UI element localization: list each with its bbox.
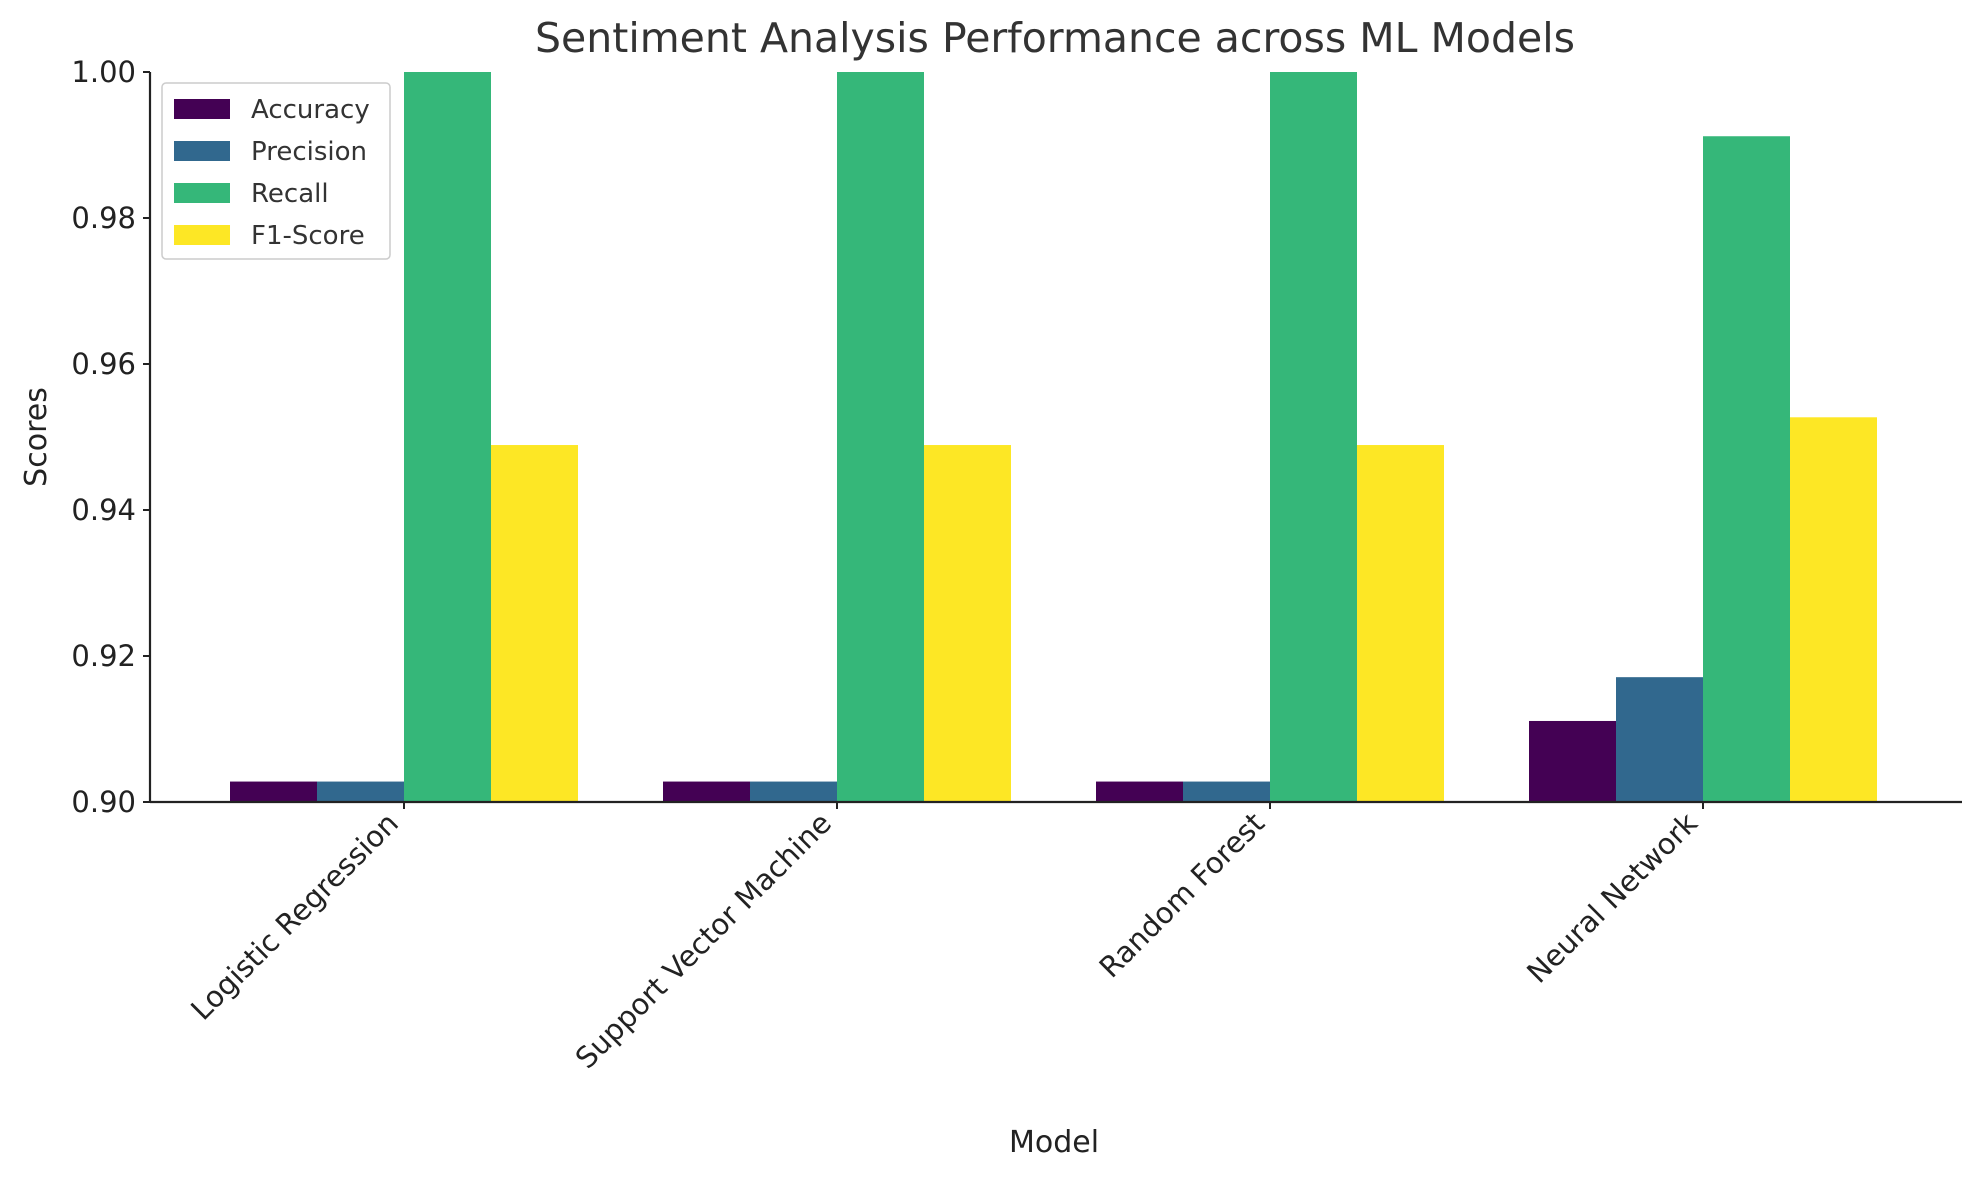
bar-accuracy-random-forest: [1096, 781, 1183, 802]
y-tick-label: 0.92: [71, 639, 136, 673]
x-tick-label-neural-network: Neural Network: [1520, 806, 1704, 990]
bar-precision-logistic-regression: [317, 781, 404, 802]
bar-recall-logistic-regression: [404, 72, 491, 802]
x-axis-ticks: Logistic Regression Support Vector Machin…: [184, 802, 1704, 1075]
bar-recall-support-vector-machine: [837, 72, 924, 802]
bar-recall-neural-network: [1703, 136, 1790, 803]
chart-title: Sentiment Analysis Performance across ML…: [535, 14, 1575, 62]
legend: Accuracy Precision Recall F1-Score: [161, 82, 391, 260]
y-tick-label: 0.94: [71, 493, 136, 527]
bar-accuracy-neural-network: [1529, 720, 1616, 802]
x-tick-label-logistic-regression: Logistic Regression: [184, 806, 405, 1027]
y-tick-label: 0.96: [71, 347, 136, 381]
legend-swatch-recall: [174, 183, 230, 203]
y-axis-ticks: 0.90 0.92 0.94 0.96 0.98 1.00: [71, 55, 150, 819]
bar-f1-score-random-forest: [1357, 445, 1444, 802]
bar-accuracy-logistic-regression: [230, 781, 317, 802]
legend-label-f1-score: F1-Score: [251, 221, 365, 251]
bar-f1-score-logistic-regression: [491, 445, 578, 802]
y-tick-label: 1.00: [71, 55, 136, 89]
bar-recall-random-forest: [1270, 72, 1357, 802]
x-tick-label-support-vector-machine: Support Vector Machine: [569, 806, 838, 1075]
bar-precision-support-vector-machine: [750, 781, 837, 802]
legend-frame: [161, 82, 391, 260]
legend-label-recall: Recall: [251, 179, 329, 209]
bar-precision-neural-network: [1616, 677, 1703, 802]
y-tick-label: 0.90: [71, 785, 136, 819]
bars-group: [230, 72, 1877, 803]
y-tick-label: 0.98: [71, 201, 136, 235]
bar-accuracy-support-vector-machine: [663, 781, 750, 802]
legend-swatch-accuracy: [174, 99, 230, 119]
legend-swatch-precision: [174, 141, 230, 161]
bar-f1-score-support-vector-machine: [924, 445, 1011, 802]
legend-swatch-f1-score: [174, 225, 230, 245]
y-axis-title: Scores: [19, 387, 54, 487]
legend-label-accuracy: Accuracy: [251, 95, 370, 125]
x-axis-title: Model: [1009, 1125, 1099, 1160]
axes-group: [148, 72, 1962, 804]
x-tick-label-random-forest: Random Forest: [1093, 806, 1271, 984]
legend-label-precision: Precision: [251, 137, 367, 167]
bar-precision-random-forest: [1183, 781, 1270, 802]
bar-f1-score-neural-network: [1790, 417, 1877, 802]
